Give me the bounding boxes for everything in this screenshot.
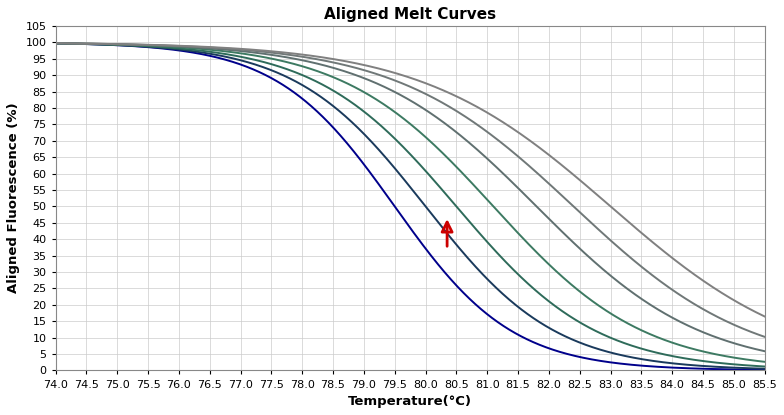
X-axis label: Temperature(°C): Temperature(°C): [348, 395, 472, 408]
Y-axis label: Aligned Fluorescence (%): Aligned Fluorescence (%): [7, 103, 20, 293]
Title: Aligned Melt Curves: Aligned Melt Curves: [324, 7, 496, 22]
